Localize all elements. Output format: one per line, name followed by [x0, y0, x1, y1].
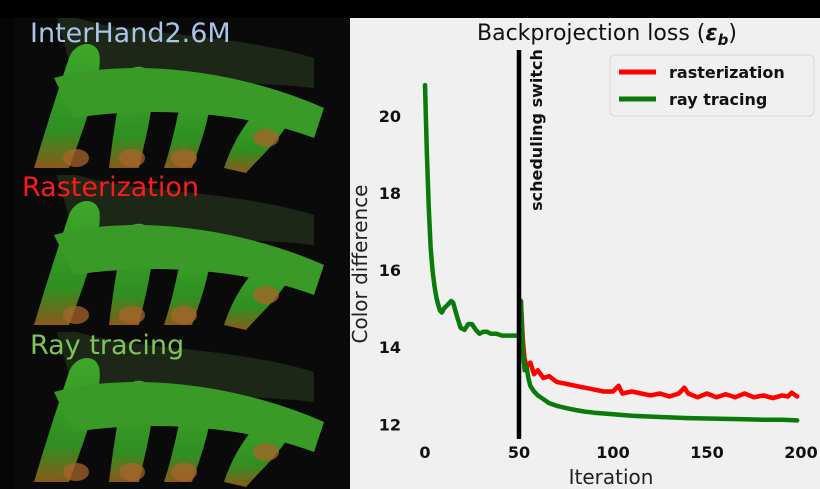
x-tick-label: 0	[419, 443, 430, 462]
x-tick-label: 200	[784, 443, 817, 462]
panel-label-ray-tracing: Ray tracing	[30, 330, 185, 361]
y-tick-label: 18	[379, 184, 401, 203]
hand-image-rasterization	[14, 175, 350, 332]
x-tick-label: 150	[690, 443, 723, 462]
panel-label-interhand: InterHand2.6M	[30, 18, 231, 49]
legend: rasterization ray tracing	[609, 54, 815, 117]
series-line-ray-tracing	[422, 82, 800, 423]
y-tick-label: 16	[379, 261, 401, 280]
y-tick-label: 20	[379, 107, 401, 126]
scheduling-switch-label: scheduling switch	[527, 49, 546, 211]
legend-label: rasterization	[669, 63, 785, 82]
chart-title: Backprojection loss (εb)	[477, 21, 737, 49]
hand-image-ray-tracing	[14, 332, 350, 489]
y-tick-label: 14	[379, 338, 401, 357]
series-line-rasterization	[516, 298, 800, 401]
hand-image-panel: InterHand2.6M Rasterization Ray tracing	[0, 18, 350, 489]
hand-image-interhand	[14, 18, 350, 175]
loss-chart: Backprojection loss (εb) 0 50 100 150 200 12 1…	[350, 18, 820, 489]
legend-label: ray tracing	[669, 90, 767, 109]
y-tick-label: 12	[379, 415, 401, 434]
panel-label-rasterization: Rasterization	[22, 172, 200, 203]
x-tick-label: 50	[508, 443, 530, 462]
x-axis-label: Iteration	[569, 465, 654, 489]
y-axis-label: Color difference	[350, 185, 372, 344]
x-tick-label: 100	[596, 443, 629, 462]
loss-chart-svg: Backprojection loss (εb) 0 50 100 150 200 12 1…	[350, 21, 818, 489]
